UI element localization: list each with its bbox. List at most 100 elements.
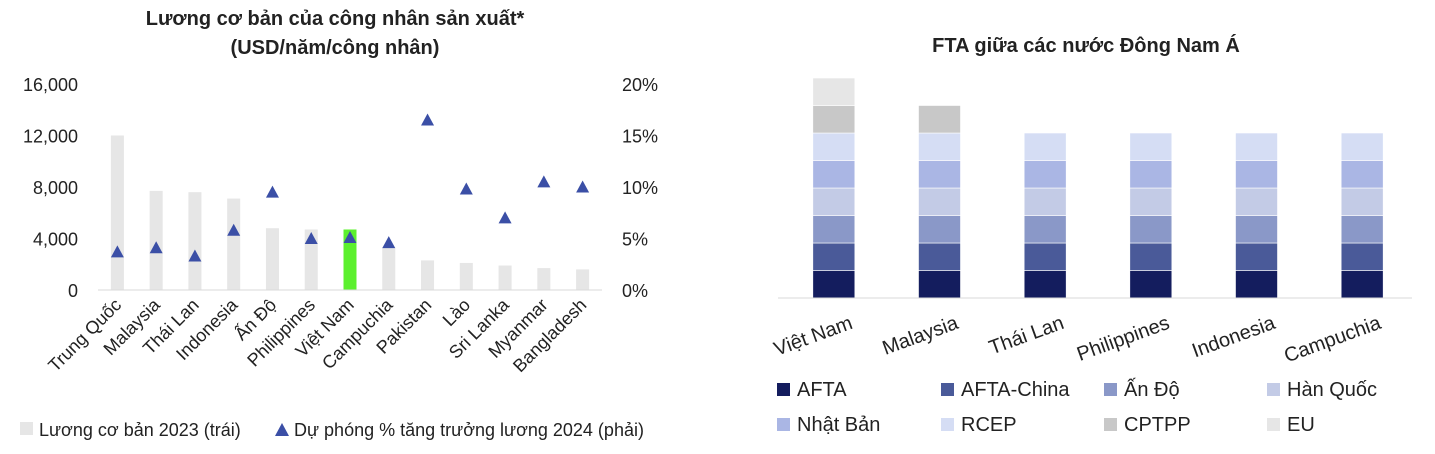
segment-thai-lan-han-quoc <box>1023 187 1067 216</box>
left-chart-title-line1: Lương cơ bản của công nhân sản xuất* <box>146 8 525 30</box>
legend-triangle-marker-icon <box>275 423 289 436</box>
category-label-thai-lan: Thái Lan <box>986 312 1067 359</box>
segment-indonesia-nhat-ban <box>1235 160 1278 189</box>
segment-malaysia-afta <box>918 270 961 299</box>
legend-swatch-cptpp <box>1104 418 1117 431</box>
bar-myanmar <box>537 268 551 290</box>
segment-philippines-rcep <box>1129 132 1173 161</box>
segment-malaysia-afta-china <box>918 242 961 271</box>
segment-thai-lan-an-do <box>1023 215 1067 244</box>
legend-swatch-afta-china <box>941 383 954 396</box>
legend-label-rcep: RCEP <box>961 414 1017 436</box>
segment-viet-nam-afta <box>812 270 856 299</box>
left-chart-title-line2: (USD/năm/công nhân) <box>231 37 440 59</box>
legend-swatch-eu <box>1267 418 1280 431</box>
segment-thai-lan-nhat-ban <box>1023 160 1067 189</box>
segment-indonesia-rcep <box>1235 132 1278 161</box>
marker-viet-nam <box>343 230 357 243</box>
y-left-tick-label: 12,000 <box>23 127 78 147</box>
y-right-tick-label: 5% <box>622 230 648 250</box>
y-right-tick-label: 20% <box>622 75 658 95</box>
segment-philippines-an-do <box>1129 215 1173 244</box>
legend-swatch-rcep <box>941 418 954 431</box>
legend-label-base-salary: Lương cơ bản 2023 (trái) <box>39 420 241 440</box>
bar-thai-lan <box>188 192 202 290</box>
marker-an-do <box>265 185 279 198</box>
segment-malaysia-cptpp <box>918 105 961 134</box>
segment-viet-nam-han-quoc <box>812 187 856 216</box>
segment-philippines-han-quoc <box>1129 187 1173 216</box>
segment-thai-lan-rcep <box>1023 132 1067 161</box>
right-chart: Việt Nam Malaysia Thái Lan Philippines Indon… <box>771 77 1412 368</box>
segment-viet-nam-rcep <box>812 132 856 161</box>
category-label-indonesia: Indonesia <box>1189 312 1279 363</box>
bar-viet-nam <box>343 229 357 290</box>
marker-malaysia <box>149 241 163 254</box>
segment-viet-nam-cptpp <box>812 105 856 134</box>
legend-swatch-nhat-ban <box>777 418 790 431</box>
legend-swatch-afta <box>777 383 790 396</box>
segment-malaysia-rcep <box>918 132 961 161</box>
segment-indonesia-an-do <box>1235 215 1278 244</box>
marker-sri-lanka <box>498 211 512 224</box>
segment-indonesia-han-quoc <box>1235 187 1278 216</box>
y-left-tick-label: 16,000 <box>23 75 78 95</box>
segment-campuchia-rcep <box>1340 132 1384 161</box>
y-left-tick-label: 0 <box>68 281 78 301</box>
segment-philippines-nhat-ban <box>1129 160 1173 189</box>
y-left-tick-label: 8,000 <box>33 178 78 198</box>
marker-thai-lan <box>188 249 202 262</box>
legend-swatch-base-salary <box>20 422 33 435</box>
category-label-campuchia: Campuchia <box>1281 312 1384 368</box>
legend-label-nhat-ban: Nhật Bản <box>797 414 880 436</box>
segment-indonesia-afta-china <box>1235 242 1278 271</box>
segment-viet-nam-afta-china <box>812 242 856 271</box>
right-legend: AFTA AFTA-China Ấn Độ Hàn Quốc Nhật Bản RCEP C… <box>777 378 1377 436</box>
legend-label-afta-china: AFTA-China <box>961 379 1070 401</box>
segment-campuchia-nhat-ban <box>1340 160 1384 189</box>
bar-indonesia <box>227 198 241 290</box>
y-right-tick-label: 15% <box>622 127 658 147</box>
category-label-malaysia: Malaysia <box>880 312 963 360</box>
bar-an-do <box>265 228 279 290</box>
left-legend: Lương cơ bản 2023 (trái) Dự phóng % tăng… <box>20 420 644 440</box>
y-right-tick-label: 0% <box>622 281 648 301</box>
marker-trung-quoc <box>110 245 124 258</box>
legend-label-an-do: Ấn Độ <box>1124 378 1180 401</box>
segment-campuchia-afta <box>1340 270 1384 299</box>
segment-malaysia-an-do <box>918 215 961 244</box>
marker-campuchia <box>382 236 396 249</box>
segment-campuchia-han-quoc <box>1340 187 1384 216</box>
legend-label-growth-forecast: Dự phóng % tăng trưởng lương 2024 (phải) <box>294 420 644 440</box>
marker-indonesia <box>227 223 241 236</box>
legend-swatch-han-quoc <box>1267 383 1280 396</box>
bar-malaysia <box>149 190 163 290</box>
segment-malaysia-nhat-ban <box>918 160 961 189</box>
legend-label-eu: EU <box>1287 414 1315 436</box>
marker-bangladesh <box>576 180 590 193</box>
segment-philippines-afta-china <box>1129 242 1173 271</box>
segment-thai-lan-afta <box>1023 270 1067 299</box>
bar-philippines <box>304 229 318 290</box>
segment-viet-nam-an-do <box>812 215 856 244</box>
segment-philippines-afta <box>1129 270 1173 299</box>
segment-indonesia-afta <box>1235 270 1278 299</box>
category-label-philippines: Philippines <box>1074 312 1172 366</box>
bar-lao <box>459 262 473 290</box>
bar-sri-lanka <box>498 265 512 290</box>
legend-swatch-an-do <box>1104 383 1117 396</box>
segment-viet-nam-eu <box>812 77 856 106</box>
right-chart-title: FTA giữa các nước Đông Nam Á <box>932 34 1240 57</box>
segment-thai-lan-afta-china <box>1023 242 1067 271</box>
segment-viet-nam-nhat-ban <box>812 160 856 189</box>
bar-trung-quoc <box>110 135 124 290</box>
left-chart: 04,0008,00012,00016,0000%5%10%15%20%Trun… <box>23 75 658 376</box>
marker-lao <box>459 182 473 195</box>
legend-label-afta: AFTA <box>797 379 847 401</box>
bar-pakistan <box>421 260 435 290</box>
marker-pakistan <box>421 113 435 126</box>
marker-myanmar <box>537 175 551 188</box>
segment-malaysia-han-quoc <box>918 187 961 216</box>
marker-philippines <box>304 232 318 244</box>
